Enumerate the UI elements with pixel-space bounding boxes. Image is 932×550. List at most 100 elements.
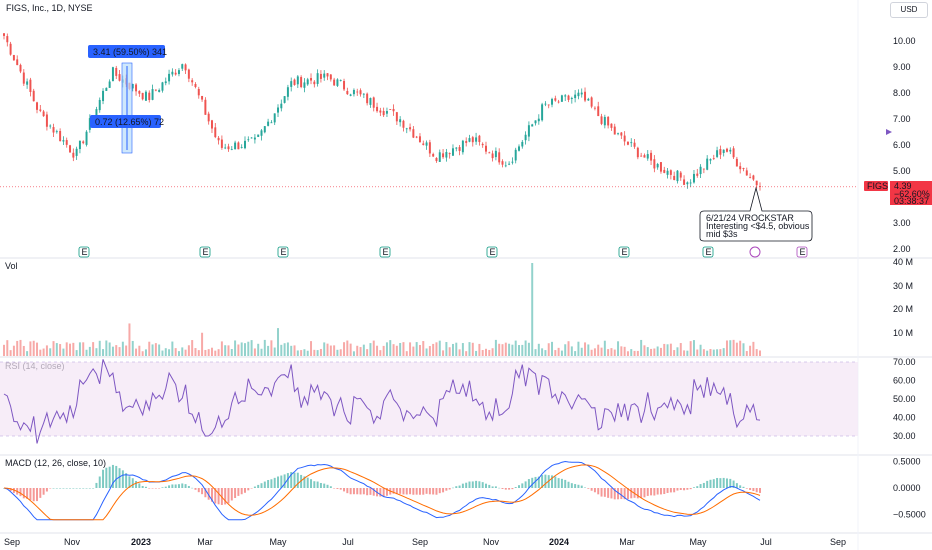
price-candle	[679, 172, 682, 178]
macd-histogram-bar	[158, 488, 161, 489]
macd-histogram-bar	[659, 488, 662, 495]
macd-histogram-bar	[448, 488, 451, 490]
volume-bar	[587, 344, 590, 356]
macd-histogram-bar	[508, 488, 511, 490]
chart-title: FIGS, Inc., 1D, NYSE	[6, 3, 93, 13]
price-candle	[600, 116, 603, 124]
price-candle	[422, 143, 425, 145]
earnings-marker-icon[interactable]	[379, 246, 391, 258]
volume-bar	[702, 349, 705, 356]
price-candle	[547, 104, 550, 106]
macd-histogram-bar	[626, 488, 629, 500]
price-candle	[214, 127, 217, 138]
price-candle	[22, 72, 25, 84]
earnings-marker-label: E	[706, 247, 712, 257]
volume-bar	[3, 344, 5, 356]
price-candle	[666, 170, 669, 175]
price-candle	[372, 97, 375, 108]
price-candle	[399, 119, 402, 123]
volume-bar	[141, 351, 144, 356]
volume-bar	[554, 350, 557, 356]
macd-histogram-bar	[148, 488, 151, 489]
price-candle	[78, 140, 81, 150]
volume-bar	[570, 346, 573, 356]
price-candle	[187, 69, 190, 79]
earnings-marker-icon[interactable]	[277, 246, 289, 258]
macd-histogram-bar	[640, 488, 643, 498]
volume-bar	[485, 348, 487, 356]
volume-bar	[501, 344, 504, 356]
macd-histogram-bar	[125, 473, 128, 488]
volume-bar	[673, 350, 676, 356]
volume-bar	[326, 343, 329, 356]
volume-bar	[72, 342, 75, 356]
macd-histogram-bar	[399, 488, 402, 494]
earnings-future-marker-icon[interactable]	[796, 246, 808, 258]
price-candle	[224, 147, 227, 149]
earnings-marker-icon[interactable]	[199, 246, 211, 258]
volume-bar	[313, 349, 316, 356]
note-callout[interactable]	[699, 186, 813, 242]
x-axis-tick-label: Jul	[760, 537, 772, 547]
macd-histogram-bar	[623, 488, 626, 500]
volume-bar	[448, 347, 451, 356]
volume-bar	[706, 350, 709, 356]
macd-histogram-bar	[719, 478, 722, 488]
price-candle	[55, 131, 58, 133]
price-candle	[39, 109, 42, 111]
price-candle	[168, 73, 171, 82]
volume-bar	[362, 344, 365, 356]
currency-button[interactable]: USD	[890, 2, 928, 18]
volume-bar	[650, 348, 653, 356]
macd-histogram-bar	[395, 488, 398, 495]
price-candle	[445, 152, 448, 158]
x-axis-tick-label: May	[689, 537, 707, 547]
macd-histogram-bar	[362, 488, 365, 495]
x-axis-tick-label: Jul	[342, 537, 354, 547]
macd-histogram-bar	[210, 488, 213, 502]
price-candle	[379, 110, 382, 113]
price-candle	[204, 99, 207, 115]
earnings-marker-icon[interactable]	[702, 246, 714, 258]
volume-bar	[742, 343, 745, 356]
scroll-arrow-icon[interactable]	[886, 129, 892, 135]
volume-bar	[39, 349, 42, 356]
dividend-marker-icon[interactable]	[749, 246, 761, 258]
earnings-marker-label: E	[82, 247, 88, 257]
price-candle	[111, 67, 114, 82]
volume-bar	[144, 349, 147, 356]
macd-histogram-bar	[461, 483, 464, 488]
price-candle	[405, 128, 408, 130]
macd-histogram-bar	[468, 481, 471, 488]
price-candle	[570, 97, 573, 100]
price-candle	[494, 150, 497, 158]
macd-histogram-bar	[686, 488, 689, 490]
macd-histogram-bar	[105, 467, 108, 488]
price-candle	[323, 73, 326, 78]
earnings-marker-icon[interactable]	[618, 246, 630, 258]
macd-histogram-bar	[230, 488, 233, 501]
earnings-marker-label: E	[281, 247, 287, 257]
price-candle	[650, 152, 653, 161]
volume-bar	[273, 347, 276, 356]
volume-bar	[29, 341, 32, 356]
x-axis-tick-label: 2024	[549, 537, 569, 547]
macd-histogram-bar	[451, 487, 454, 489]
macd-histogram-bar	[735, 483, 738, 488]
price-candle	[277, 107, 279, 113]
earnings-marker-icon[interactable]	[78, 246, 90, 258]
volume-bar	[316, 350, 319, 356]
price-candle	[263, 126, 266, 133]
price-candle	[244, 140, 246, 149]
macd-histogram-bar	[55, 488, 58, 489]
volume-bar	[438, 340, 441, 356]
volume-bar	[12, 345, 15, 356]
volume-bar	[504, 342, 507, 356]
earnings-marker-icon[interactable]	[486, 246, 498, 258]
macd-histogram-bar	[247, 488, 250, 491]
price-candle	[164, 81, 167, 84]
volume-bar	[640, 339, 643, 356]
volume-bar	[663, 343, 666, 356]
price-candle	[135, 84, 138, 92]
